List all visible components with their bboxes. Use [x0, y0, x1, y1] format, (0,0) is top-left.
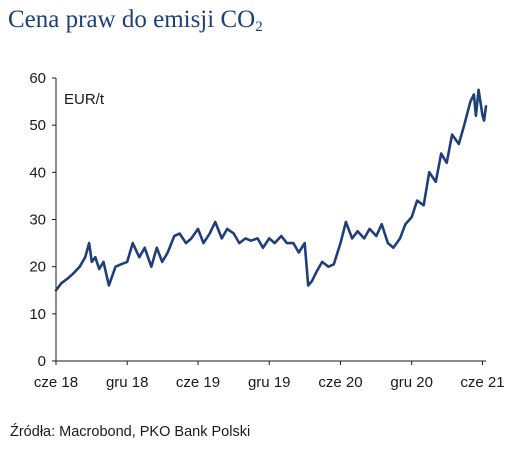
chart-title-subscript: 2	[255, 19, 263, 35]
y-tick-label: 60	[29, 70, 46, 87]
y-tick-label: 20	[29, 259, 46, 276]
unit-label: EUR/t	[64, 91, 105, 108]
x-tick-label: cze 18	[34, 374, 78, 391]
x-tick-label: cze 19	[176, 374, 220, 391]
x-tick-label: cze 20	[318, 374, 362, 391]
series-line	[54, 88, 488, 292]
y-tick-label: 40	[29, 164, 46, 181]
x-tick-label: cze 21	[460, 374, 504, 391]
x-tick-label: gru 18	[106, 374, 149, 391]
chart-title-main: Cena praw do emisji CO	[8, 6, 256, 33]
y-tick-label: 30	[29, 212, 46, 229]
x-tick-label: gru 19	[248, 374, 291, 391]
y-tick-label: 0	[38, 353, 46, 370]
y-tick-label: 50	[29, 117, 46, 134]
y-tick-label: 10	[29, 306, 46, 323]
source-note: Źródła: Macrobond, PKO Bank Polski	[10, 424, 251, 440]
chart-title: Cena praw do emisji CO2	[8, 6, 263, 35]
x-tick-label: gru 20	[390, 374, 433, 391]
